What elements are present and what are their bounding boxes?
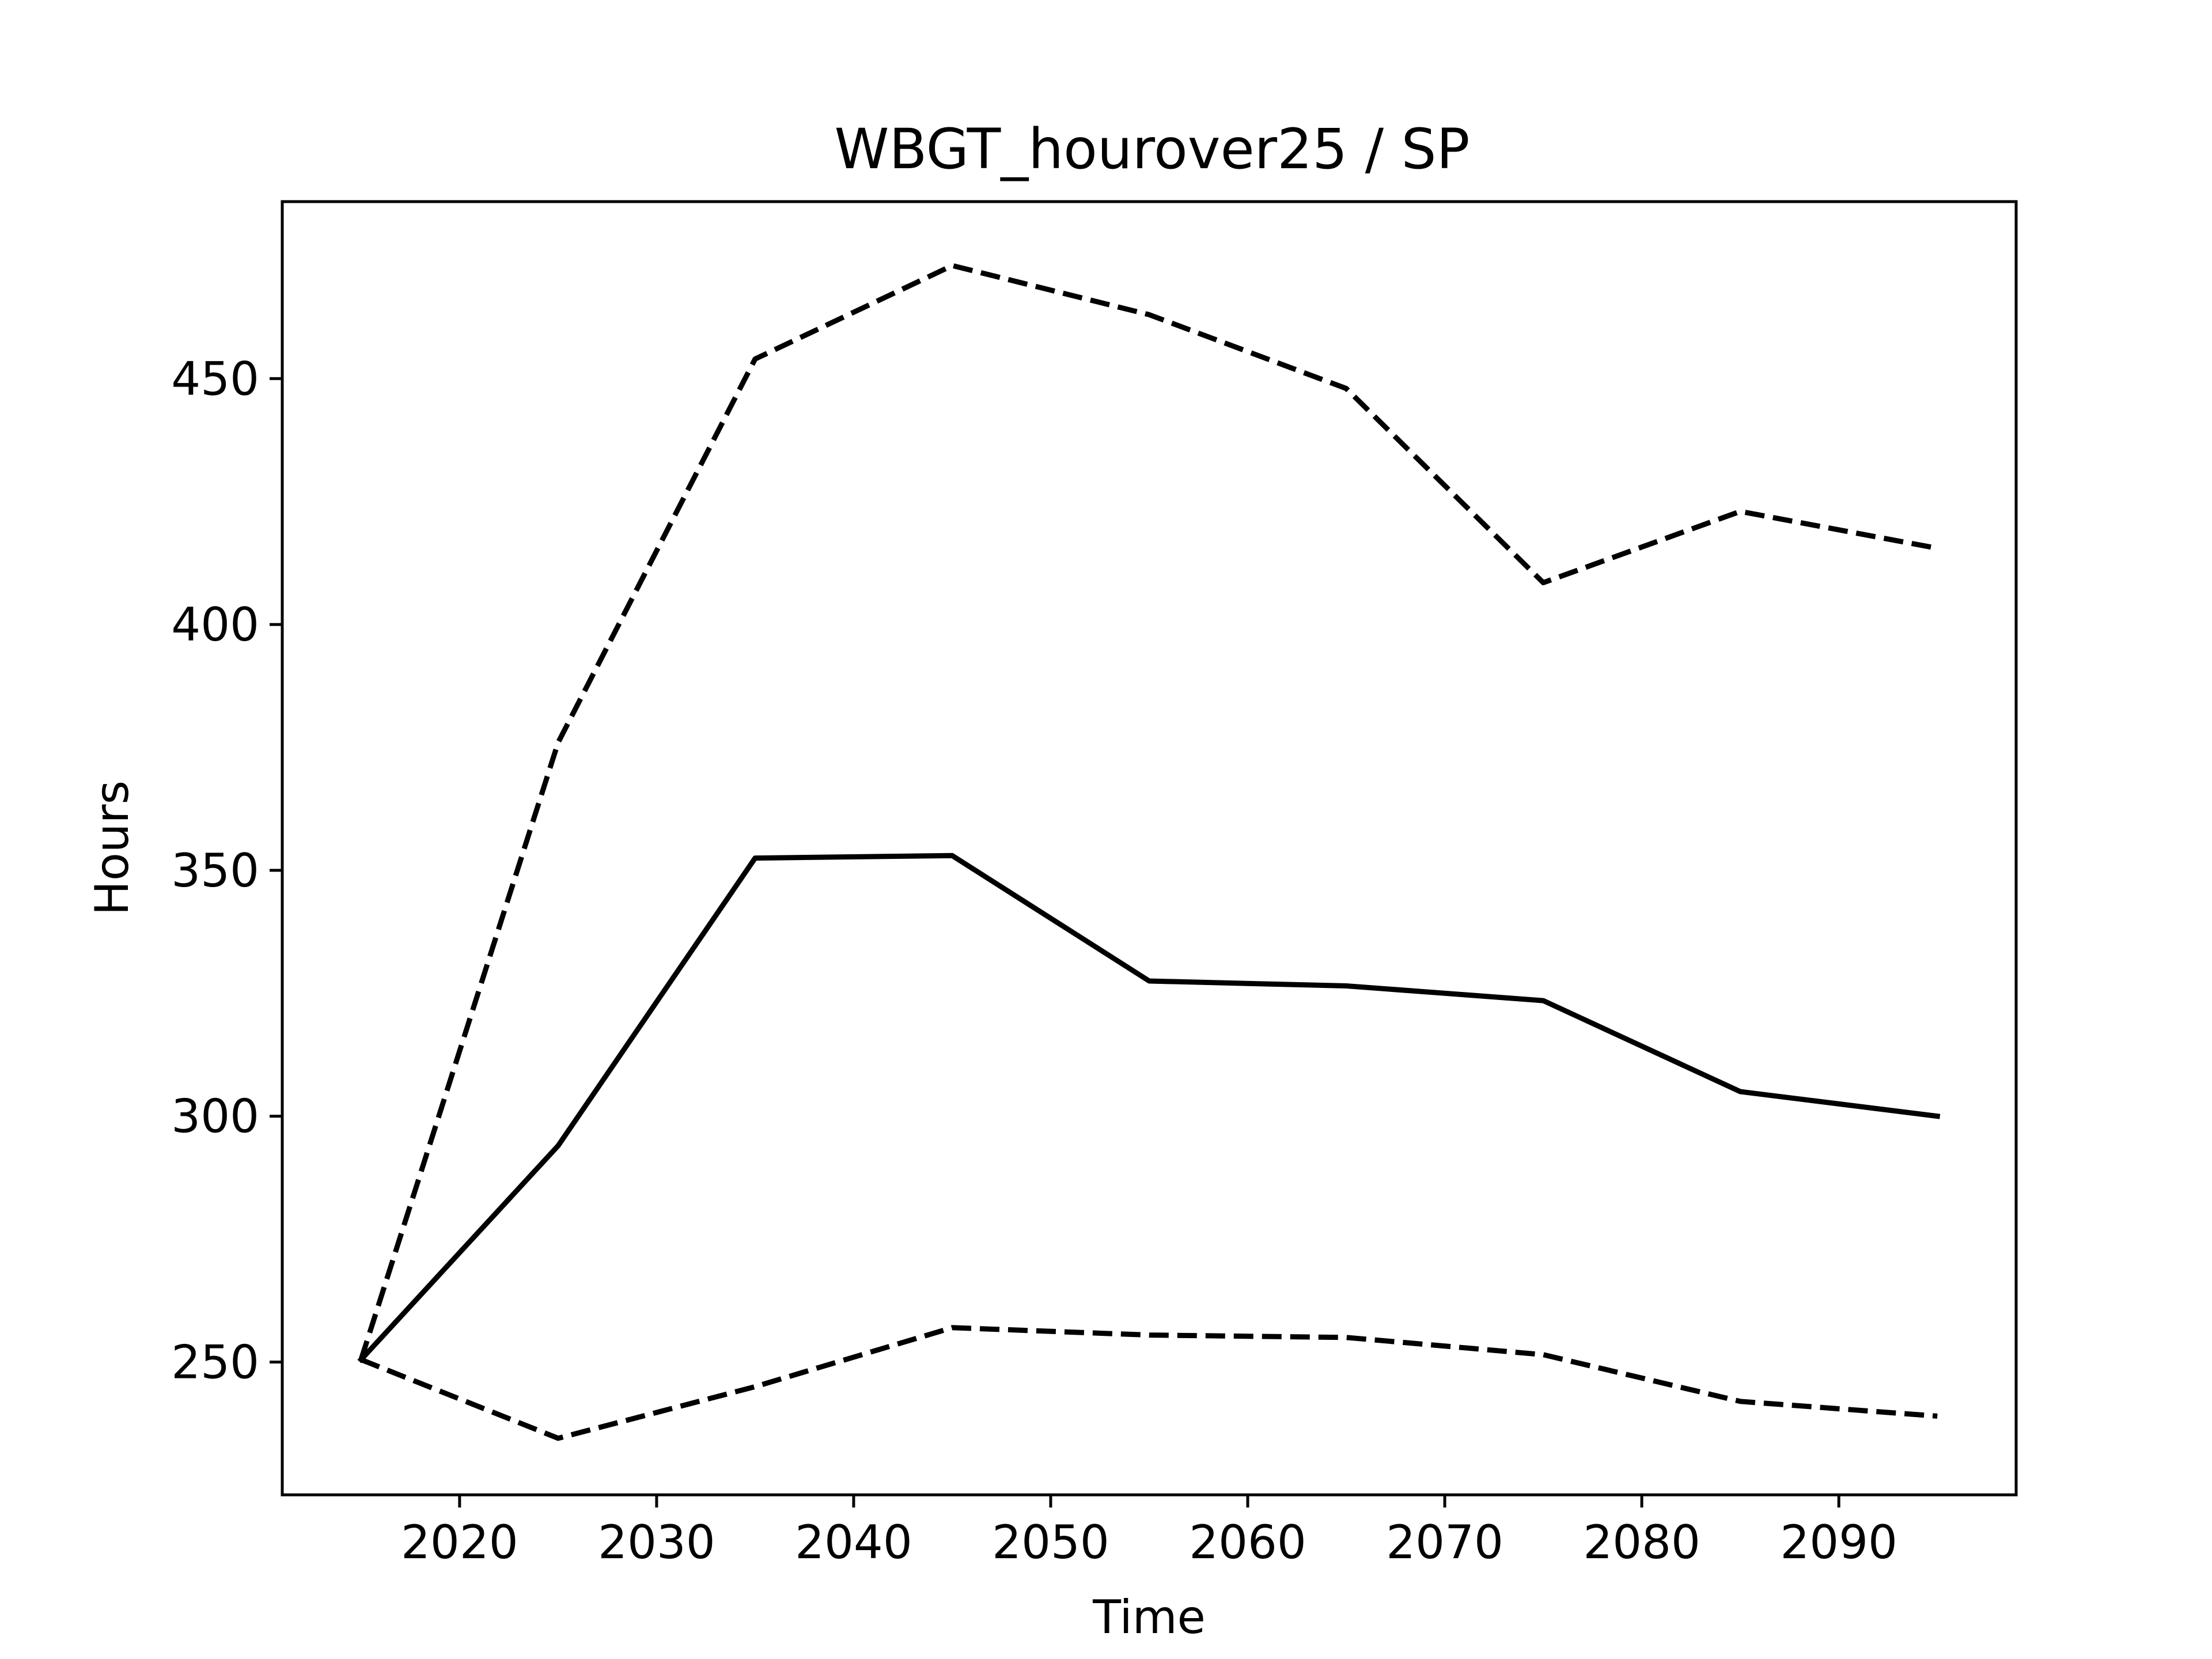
y-axis-ticks: 250 300 350 400 450 — [171, 352, 282, 1389]
x-tick-label: 2030 — [598, 1516, 715, 1569]
x-tick-label: 2080 — [1583, 1516, 1700, 1569]
y-tick-label: 400 — [171, 598, 259, 652]
x-tick-label: 2020 — [401, 1516, 518, 1569]
y-tick-label: 250 — [171, 1336, 259, 1389]
y-tick-label: 350 — [171, 844, 259, 897]
x-tick-label: 2070 — [1386, 1516, 1503, 1569]
y-tick-label: 300 — [171, 1090, 259, 1143]
y-axis-label: Hours — [85, 781, 139, 915]
x-tick-label: 2040 — [795, 1516, 912, 1569]
plot-area — [281, 200, 2018, 1497]
solid-series-line-0 — [357, 853, 1941, 1363]
x-tick-label: 2050 — [992, 1516, 1109, 1569]
dashed-series-line-2 — [360, 1325, 1938, 1441]
x-tick-label: 2090 — [1780, 1516, 1897, 1569]
y-tick-label: 450 — [171, 352, 259, 406]
x-axis-label: Time — [1092, 1590, 1206, 1644]
dashed-series-line-1 — [358, 263, 1938, 1361]
series-group — [357, 263, 1941, 1441]
x-axis-ticks: 2020 2030 2040 2050 2060 2070 2080 2090 — [401, 1495, 1897, 1569]
chart-title: WBGT_hourover25 / SP — [835, 117, 1470, 181]
axes-frame — [281, 200, 2018, 1497]
x-tick-label: 2060 — [1189, 1516, 1306, 1569]
